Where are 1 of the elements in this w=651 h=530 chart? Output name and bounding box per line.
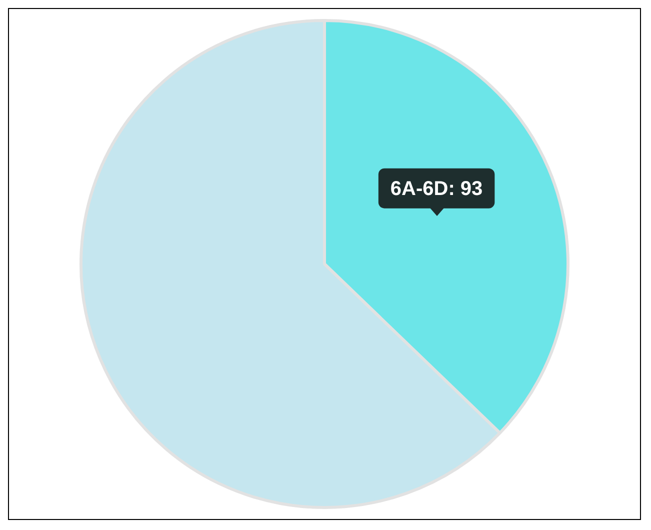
slice-label: 6A-6D: 93 <box>390 178 483 200</box>
